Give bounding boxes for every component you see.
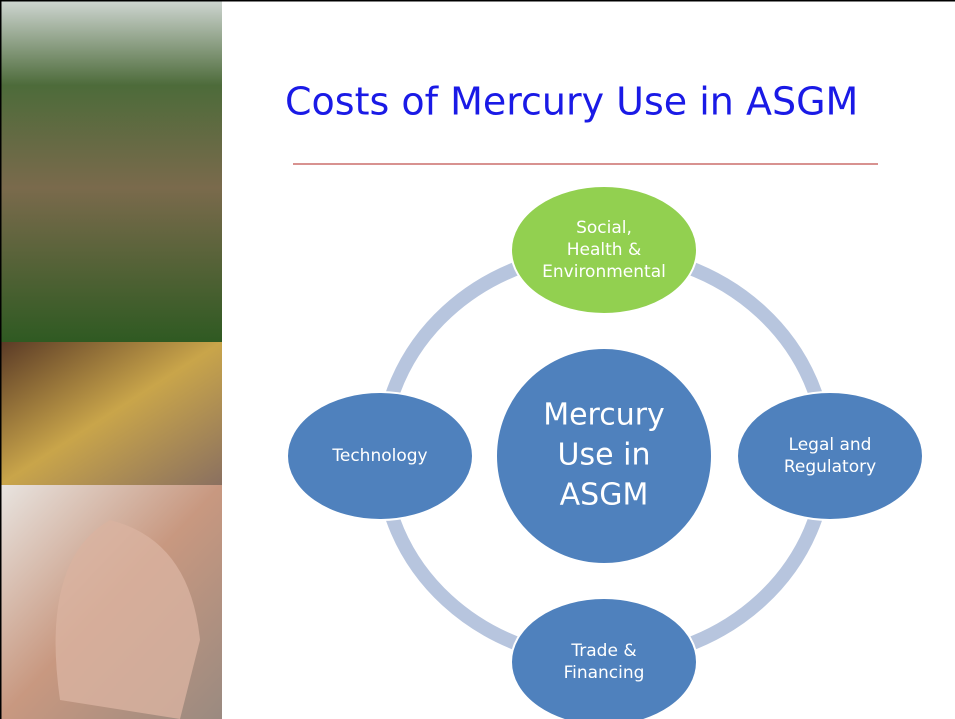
node-label: Trade &	[570, 641, 636, 661]
node-label: Mercury	[543, 398, 665, 433]
node-label: Regulatory	[784, 457, 876, 477]
node-label: Social,	[576, 218, 632, 238]
node-label: Legal and	[789, 435, 872, 455]
slide: Costs of Mercury Use in ASGM Mercury Use …	[0, 0, 955, 719]
slide-title: Costs of Mercury Use in ASGM	[285, 80, 858, 124]
node-label: Financing	[564, 663, 645, 683]
photo-child	[0, 342, 222, 485]
node-label: Technology	[331, 446, 427, 466]
node-label: Environmental	[542, 262, 666, 282]
node-label: Health &	[567, 240, 641, 260]
photo-village	[0, 0, 222, 342]
cycle-node	[737, 392, 923, 520]
node-label: Use in	[558, 438, 651, 473]
node-label: ASGM	[560, 478, 649, 513]
